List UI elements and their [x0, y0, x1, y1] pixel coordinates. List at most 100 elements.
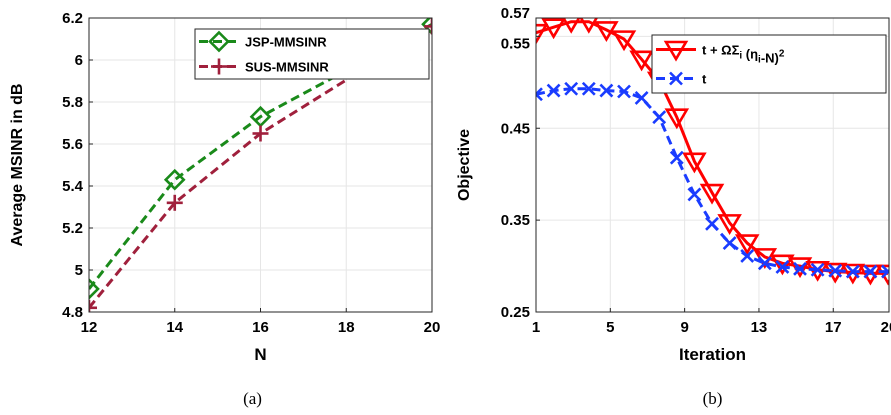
legend-box — [651, 34, 887, 94]
x-tick-label: 18 — [338, 319, 355, 336]
y-tick-label: 5.2 — [62, 220, 83, 237]
data-point-b — [669, 150, 684, 165]
data-point-b — [775, 260, 790, 274]
data-point — [166, 194, 183, 211]
data-point-b — [810, 262, 825, 277]
data-point-b — [634, 91, 649, 105]
data-point — [699, 183, 725, 205]
data-point-b — [546, 83, 561, 98]
data-point-b — [740, 249, 755, 263]
data-point — [722, 236, 737, 251]
y-tick-label: 0.55 — [501, 35, 530, 52]
data-point — [536, 23, 549, 45]
data-point — [875, 264, 889, 286]
data-point — [541, 18, 566, 40]
y-tick-label: 6.2 — [62, 10, 83, 27]
data-point — [669, 71, 683, 86]
legend: JSP-MMSINR SUS-MMSINR — [194, 28, 430, 80]
data-point — [594, 21, 619, 43]
legend-label: t + ΩΣi (ηi-N)2 — [702, 43, 785, 66]
series-line — [89, 25, 432, 309]
x-tick-label: 12 — [81, 319, 98, 336]
data-point — [881, 264, 889, 279]
chart-b: 1 5 9 13 17 20 0.25 0.35 0.45 0.55 0.57 Iteration Ob… — [456, 5, 891, 408]
data-point — [757, 256, 772, 271]
legend-label: JSP-MMSINR — [245, 35, 327, 50]
x-axis-label: Iteration — [679, 345, 746, 364]
data-point — [687, 187, 702, 202]
data-point — [424, 18, 432, 35]
data-point-b — [722, 236, 737, 251]
data-point-b — [845, 264, 860, 279]
data-point — [634, 91, 649, 105]
y-tick-label: 0.35 — [501, 212, 530, 229]
data-point — [828, 263, 843, 278]
series-layer — [536, 18, 889, 286]
y-tick-label: 0.57 — [501, 5, 530, 22]
data-point-b — [863, 264, 878, 279]
legend-label: t — [702, 72, 707, 87]
data-point — [770, 254, 795, 276]
y-axis-label: Objective — [456, 129, 473, 201]
y-tick-label: 0.45 — [501, 120, 530, 137]
data-point-b — [652, 110, 667, 125]
data-point — [89, 299, 97, 312]
x-tick-label: 16 — [252, 319, 269, 336]
y-tick-label: 4.8 — [62, 304, 83, 321]
data-point — [734, 234, 760, 256]
y-tick-label: 5 — [75, 262, 83, 279]
data-point-b — [828, 263, 843, 278]
data-point — [599, 83, 614, 98]
data-point — [252, 125, 269, 142]
x-tick-label: 20 — [424, 319, 441, 336]
data-point-b — [564, 81, 579, 96]
legend-box — [194, 28, 430, 80]
axes-frame — [535, 17, 890, 313]
data-point — [629, 50, 654, 72]
data-point — [617, 84, 631, 99]
data-point-b — [705, 216, 719, 231]
data-point-b — [581, 81, 596, 96]
data-point — [669, 150, 684, 165]
data-point — [682, 152, 707, 174]
x-tick-label: 5 — [606, 319, 614, 336]
data-point — [664, 108, 690, 130]
x-tick-label: 17 — [825, 319, 842, 336]
x-tick-label: 1 — [532, 319, 540, 336]
y-tick-label: 5.6 — [62, 136, 83, 153]
data-point — [822, 262, 848, 284]
data-point — [208, 30, 230, 53]
data-point — [793, 261, 807, 276]
data-point — [845, 264, 860, 279]
data-point-b — [757, 256, 772, 271]
chart-caption: (a) — [243, 389, 262, 408]
x-tick-label: 20 — [881, 319, 891, 336]
data-point — [546, 83, 561, 98]
data-point — [163, 168, 186, 191]
data-point — [561, 18, 581, 34]
legend: t + ΩΣi (ηi-N)2 t — [651, 34, 887, 94]
data-point-b — [793, 261, 807, 276]
data-point — [611, 30, 637, 52]
x-tick-label: 14 — [166, 319, 183, 336]
x-tick-label: 13 — [751, 319, 768, 336]
data-point-a — [536, 92, 543, 102]
y-tick-label: 5.8 — [62, 94, 83, 111]
legend-label: SUS-MMSINR — [245, 60, 329, 75]
data-point-b — [669, 71, 683, 86]
x-axis-label: N — [254, 345, 266, 364]
y-axis-label: Average MSINR in dB — [9, 84, 26, 247]
data-point-b — [536, 87, 543, 97]
y-tick-label: 6 — [75, 52, 83, 69]
data-point-b — [599, 83, 614, 98]
data-point — [652, 110, 667, 125]
data-point — [663, 40, 689, 62]
data-point — [717, 214, 742, 235]
y-tick-label: 5.4 — [62, 178, 84, 195]
data-point — [89, 278, 100, 300]
y-tick-label: 0.25 — [501, 304, 530, 321]
data-point — [705, 216, 719, 231]
data-point — [775, 260, 790, 274]
data-point — [863, 264, 878, 279]
